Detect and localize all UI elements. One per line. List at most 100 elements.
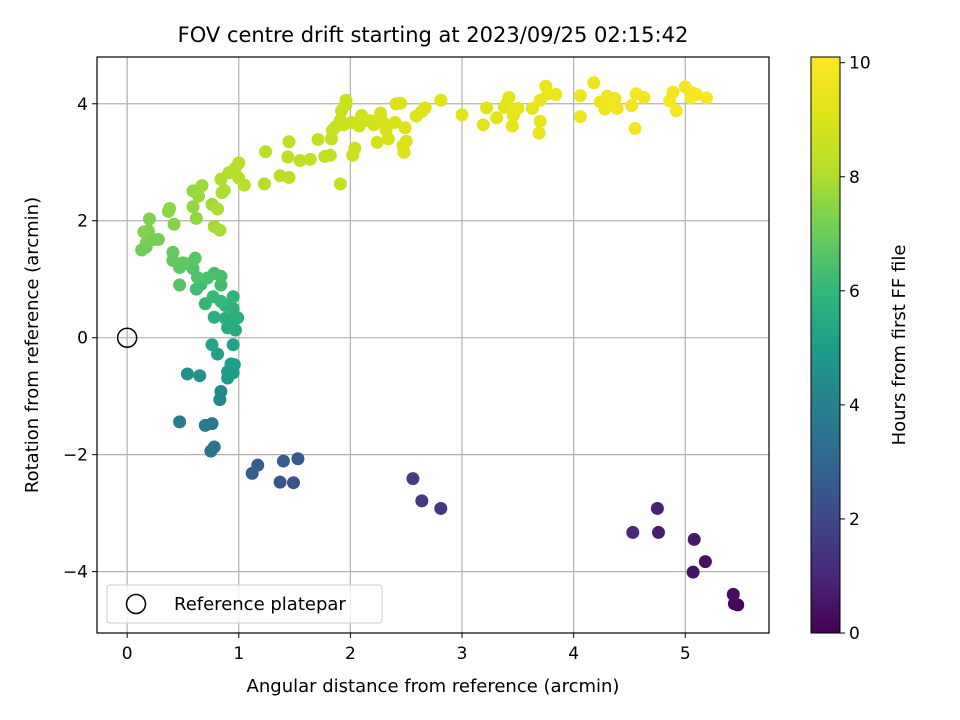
scatter-points <box>135 76 745 612</box>
data-point <box>201 271 215 285</box>
data-point <box>434 93 448 107</box>
data-point <box>281 150 295 164</box>
data-point <box>214 269 228 283</box>
data-point <box>532 126 546 140</box>
data-point <box>406 472 420 486</box>
data-point <box>282 135 296 149</box>
legend-reference-marker <box>125 593 147 615</box>
data-point <box>211 202 225 216</box>
data-point <box>573 110 587 124</box>
data-point <box>139 236 153 250</box>
data-point <box>198 418 212 432</box>
y-tick-label: 4 <box>77 95 88 115</box>
data-point <box>221 365 235 379</box>
data-point <box>666 85 680 99</box>
data-point <box>549 87 563 101</box>
data-point <box>418 101 432 115</box>
data-point <box>476 118 490 132</box>
data-point <box>151 232 165 246</box>
data-point <box>490 111 504 125</box>
colorbar-ticks: 0 2 4 6 8 10 <box>840 54 871 644</box>
data-point <box>303 152 317 166</box>
data-point <box>163 201 177 215</box>
data-point <box>142 212 156 226</box>
colorbar-frame <box>810 56 841 634</box>
colorbar-tick-label: 0 <box>849 624 860 644</box>
reference-marker-layer <box>116 327 138 348</box>
data-point <box>388 115 402 129</box>
data-point <box>206 290 220 304</box>
data-point <box>259 145 273 159</box>
data-point <box>232 156 246 170</box>
data-point <box>698 555 712 569</box>
colorbar <box>811 57 840 633</box>
data-point <box>348 141 362 155</box>
data-point <box>323 148 337 162</box>
colorbar-tick-label: 6 <box>849 282 860 302</box>
data-point <box>137 225 151 239</box>
plot-frame <box>96 56 770 634</box>
data-point <box>394 96 408 110</box>
data-point <box>511 101 525 115</box>
data-point <box>204 444 218 458</box>
data-point <box>399 134 413 148</box>
data-point <box>237 178 251 192</box>
x-tick-label: 2 <box>345 644 356 664</box>
data-point <box>186 200 200 214</box>
data-point <box>381 132 395 146</box>
data-point <box>502 90 516 104</box>
x-tick-label: 1 <box>233 644 244 664</box>
data-point <box>293 154 307 168</box>
x-tick-label: 4 <box>568 644 579 664</box>
data-point <box>339 93 353 107</box>
y-tick-label: 2 <box>77 212 88 232</box>
data-point <box>651 525 665 539</box>
y-tick-label: −2 <box>63 446 88 466</box>
data-point <box>637 90 651 104</box>
colorbar-tick-label: 10 <box>849 54 871 74</box>
data-point <box>626 525 640 539</box>
y-tick-label: −4 <box>63 563 88 583</box>
colorbar-label: Hours from first FF file <box>889 245 910 446</box>
data-point <box>398 121 412 135</box>
data-point <box>533 114 547 128</box>
chart-title: FOV centre drift starting at 2023/09/25 … <box>178 23 689 47</box>
data-point <box>455 108 469 122</box>
data-point <box>434 501 448 515</box>
data-point <box>226 338 240 352</box>
data-point <box>480 101 494 115</box>
x-tick-label: 3 <box>457 644 468 664</box>
data-point <box>273 475 287 489</box>
data-point <box>176 256 190 270</box>
data-point <box>687 532 701 546</box>
reference-platepar-marker <box>116 327 138 348</box>
data-point <box>291 452 305 466</box>
x-axis-ticks: 0 1 2 3 4 5 <box>122 633 691 664</box>
data-point <box>173 415 187 429</box>
grid-lines <box>97 57 769 633</box>
data-point <box>192 189 206 203</box>
data-point <box>610 101 624 115</box>
data-point <box>189 282 203 296</box>
data-point <box>207 310 221 324</box>
data-point <box>205 338 219 352</box>
data-point <box>218 311 232 325</box>
data-point <box>166 245 180 259</box>
data-point <box>415 494 429 508</box>
data-point <box>628 121 642 135</box>
data-point <box>625 99 639 113</box>
data-point <box>650 501 664 515</box>
data-point <box>257 177 271 191</box>
x-tick-label: 5 <box>680 644 691 664</box>
data-point <box>245 466 259 480</box>
data-point <box>333 177 347 191</box>
x-axis-label: Angular distance from reference (arcmin) <box>247 676 620 697</box>
data-point <box>173 278 187 292</box>
data-point <box>214 384 228 398</box>
data-point <box>211 347 225 361</box>
data-point <box>276 454 290 468</box>
colorbar-tick-label: 8 <box>849 168 860 188</box>
data-point <box>608 92 622 106</box>
data-point <box>525 101 539 115</box>
